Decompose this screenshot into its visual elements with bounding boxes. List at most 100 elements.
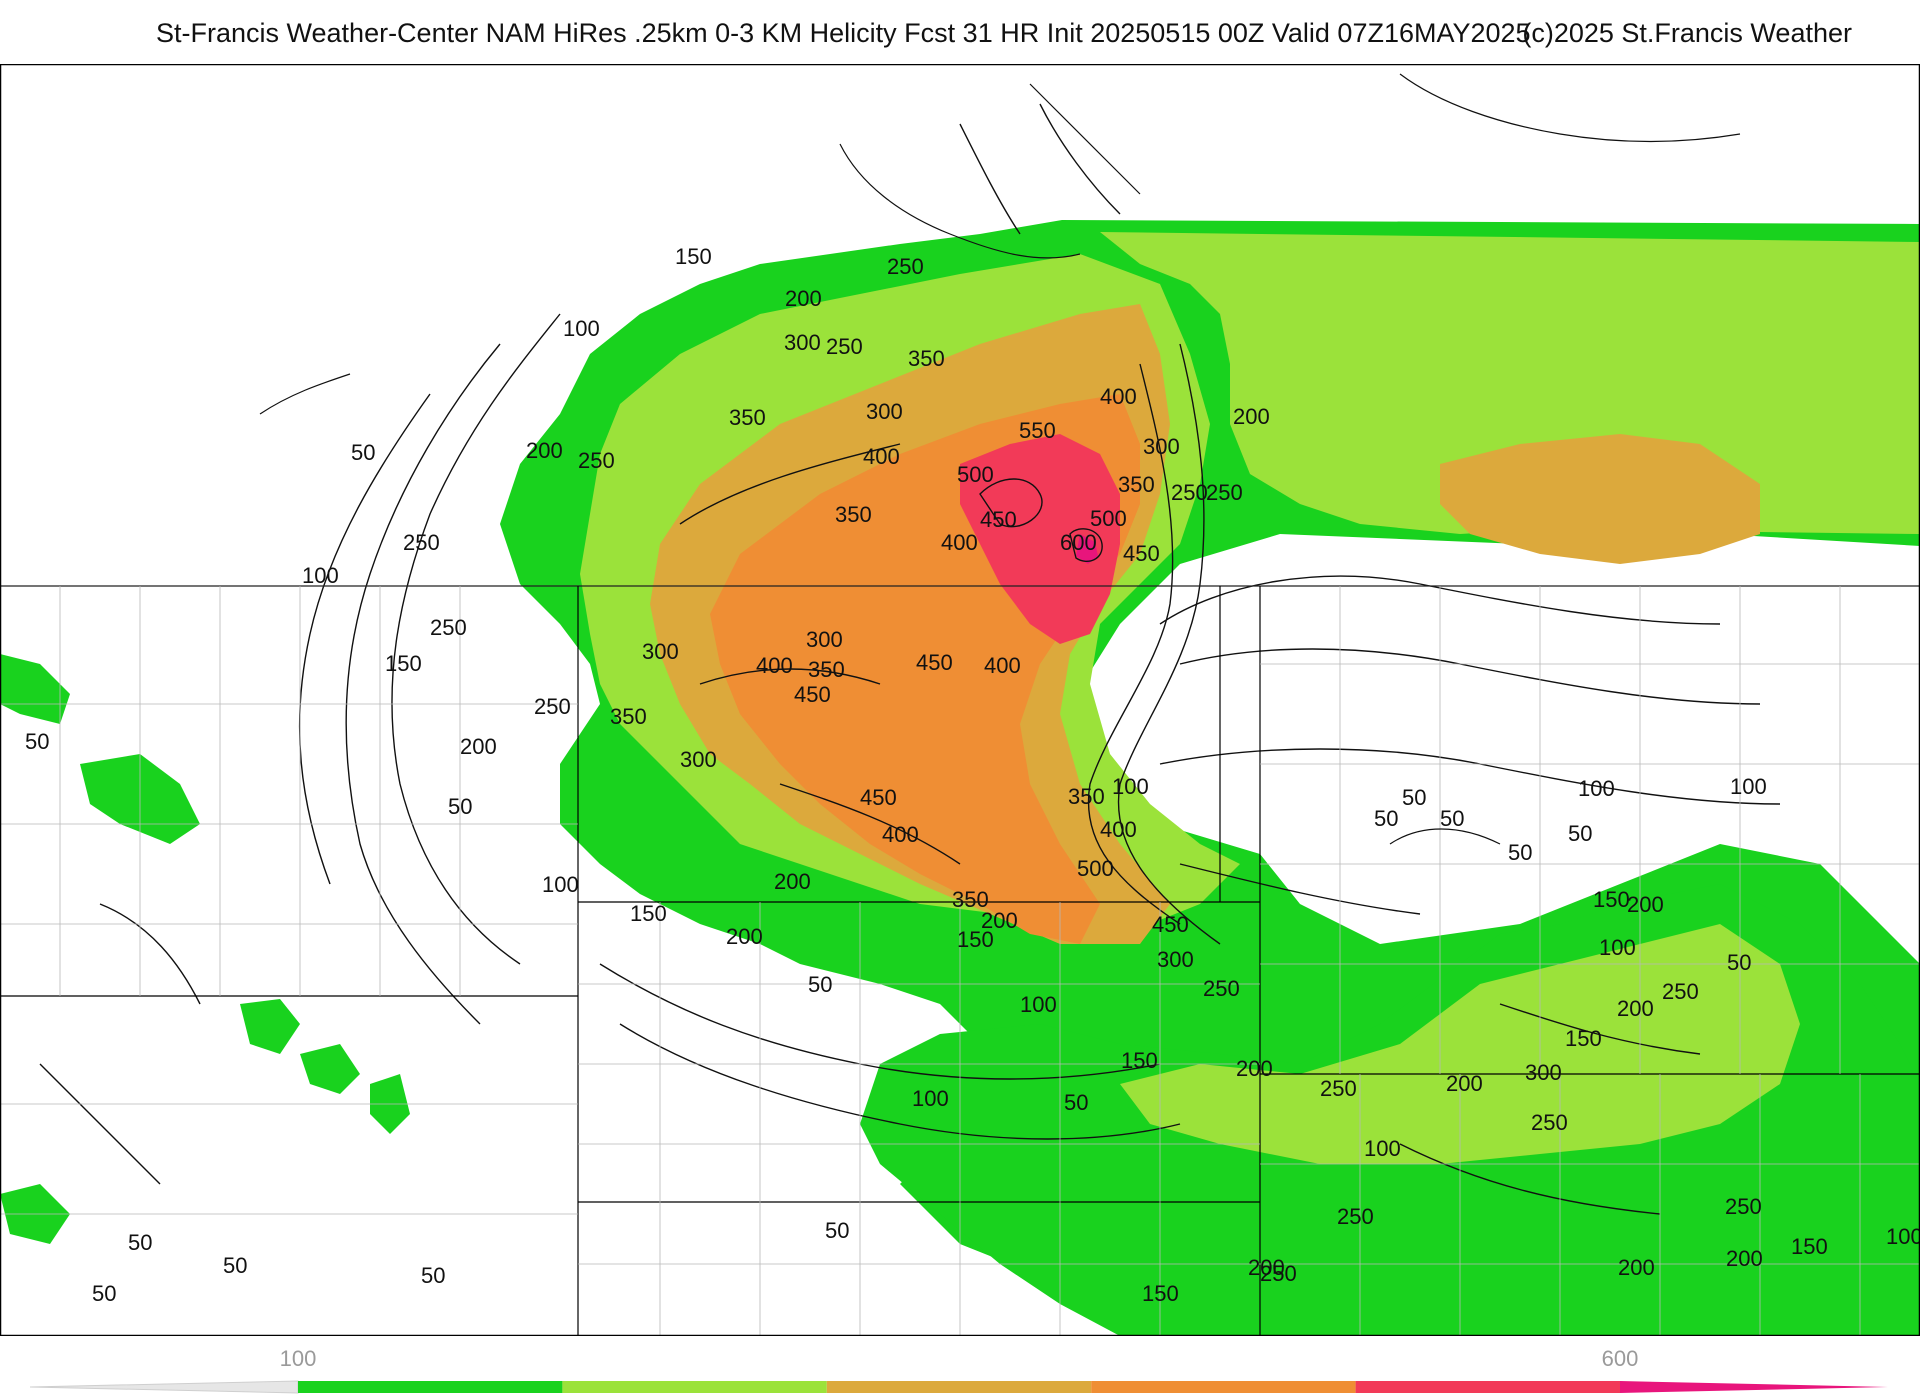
contour-label: 250: [1531, 1110, 1568, 1135]
contour-label: 100: [1599, 935, 1636, 960]
contour-line: [391, 313, 561, 965]
colorbar-bin: [298, 1381, 563, 1393]
contour-label: 150: [1593, 887, 1630, 912]
contour-label: 250: [1203, 976, 1240, 1001]
contour-label: 50: [825, 1218, 849, 1243]
helicity-map: 150 200 100 250 300 250 350 300 350 400 …: [0, 64, 1920, 1336]
contour-label: 200: [1233, 404, 1270, 429]
contour-label: 200: [1627, 892, 1664, 917]
contour-label: 50: [1374, 806, 1398, 831]
contour-label: 100: [1112, 774, 1149, 799]
contour-label: 250: [1725, 1194, 1762, 1219]
map-title: St-Francis Weather-Center NAM HiRes .25k…: [156, 18, 1531, 48]
contour-line: [99, 903, 201, 1005]
contour-label: 200: [526, 438, 563, 463]
contour-label: 50: [128, 1230, 152, 1255]
contour-label: 250: [1171, 480, 1208, 505]
colorbar-bin: [826, 1381, 1092, 1393]
contour-line: [619, 1023, 1181, 1140]
contour-label: 50: [1508, 840, 1532, 865]
contour-label: 200: [726, 924, 763, 949]
contour-label: 200: [774, 869, 811, 894]
colorbar-tick-100: 100: [279, 1346, 317, 1371]
contour-label: 150: [957, 927, 994, 952]
contour-label: 400: [863, 444, 900, 469]
colorbar-bin: [1091, 1381, 1356, 1393]
contour-label: 400: [984, 653, 1021, 678]
contour-label: 350: [1068, 784, 1105, 809]
colorbar-high-arrow: [1620, 1381, 1888, 1393]
contour-line: [39, 1063, 161, 1185]
contour-label: 300: [1143, 434, 1180, 459]
contour-label: 500: [1077, 856, 1114, 881]
contour-label: 100: [1578, 776, 1615, 801]
contour-label: 150: [385, 651, 422, 676]
contour-label: 50: [25, 729, 49, 754]
contour-label: 200: [1618, 1255, 1655, 1280]
contour-line: [959, 123, 1021, 235]
contour-label: 350: [808, 657, 845, 682]
contour-line: [1039, 103, 1121, 215]
contour-label: 150: [1565, 1026, 1602, 1051]
colorbar-graphic: [29, 1380, 1888, 1394]
fill-green-west-4: [300, 1044, 360, 1094]
contour-label: 100: [1364, 1136, 1401, 1161]
contour-label: 300: [642, 639, 679, 664]
contour-label: 100: [1730, 774, 1767, 799]
coastline: [1399, 73, 1741, 143]
contour-label: 250: [578, 448, 615, 473]
contour-label: 250: [1260, 1261, 1297, 1286]
contour-line: [1117, 343, 1221, 945]
contour-label: 50: [1440, 806, 1464, 831]
contour-label: 250: [1662, 979, 1699, 1004]
contour-label: 50: [1064, 1090, 1088, 1115]
contour-label: 500: [957, 462, 994, 487]
fill-green-west-1: [0, 654, 70, 724]
contour-labels: 150 200 100 250 300 250 350 300 350 400 …: [25, 244, 1920, 1306]
contour-label: 350: [610, 704, 647, 729]
contour-label: 200: [460, 734, 497, 759]
contour-label: 50: [1402, 785, 1426, 810]
colorbar-bin: [1355, 1381, 1620, 1393]
colorbar-bin: [562, 1381, 827, 1393]
contour-label: 400: [882, 822, 919, 847]
colorbar: 100 600: [0, 1336, 1920, 1400]
contour-label: 400: [941, 530, 978, 555]
map-header: St-Francis Weather-Center NAM HiRes .25k…: [0, 0, 1920, 64]
contour-label: 50: [351, 440, 375, 465]
contour-line: [1499, 1003, 1701, 1055]
fill-tan-ne: [1440, 434, 1760, 564]
contour-label: 250: [1320, 1076, 1357, 1101]
contour-label: 250: [430, 615, 467, 640]
contour-line: [779, 783, 961, 865]
contour-label: 200: [1236, 1056, 1273, 1081]
colorbar-low-arrow: [29, 1380, 299, 1394]
contour-label: 300: [806, 627, 843, 652]
contour-label: 50: [92, 1281, 116, 1306]
contour-label: 350: [1118, 472, 1155, 497]
contour-label: 300: [784, 330, 821, 355]
county-lines: [0, 586, 1920, 1336]
contour-label: 150: [630, 901, 667, 926]
contour-label: 350: [835, 502, 872, 527]
contour-label: 450: [794, 682, 831, 707]
boundary-lines: [0, 585, 1920, 1336]
contour-label: 200: [1726, 1246, 1763, 1271]
contour-line: [345, 343, 501, 1025]
contour-label: 300: [1525, 1060, 1562, 1085]
contour-label: 100: [563, 316, 600, 341]
colorbar-bins: [298, 1381, 1620, 1393]
contour-label: 150: [675, 244, 712, 269]
contour-label: 300: [866, 399, 903, 424]
contour-line: [699, 668, 881, 685]
contour-label: 50: [448, 794, 472, 819]
fill-yellowgreen-se: [1120, 924, 1800, 1164]
contour-label: 450: [860, 785, 897, 810]
contour-label: 450: [916, 650, 953, 675]
contour-label: 250: [887, 254, 924, 279]
contour-line: [979, 478, 1043, 528]
contour-label: 400: [1100, 817, 1137, 842]
fill-green-west-3: [240, 999, 300, 1054]
fill-red-core: [960, 434, 1120, 644]
contour-line: [1087, 363, 1181, 925]
